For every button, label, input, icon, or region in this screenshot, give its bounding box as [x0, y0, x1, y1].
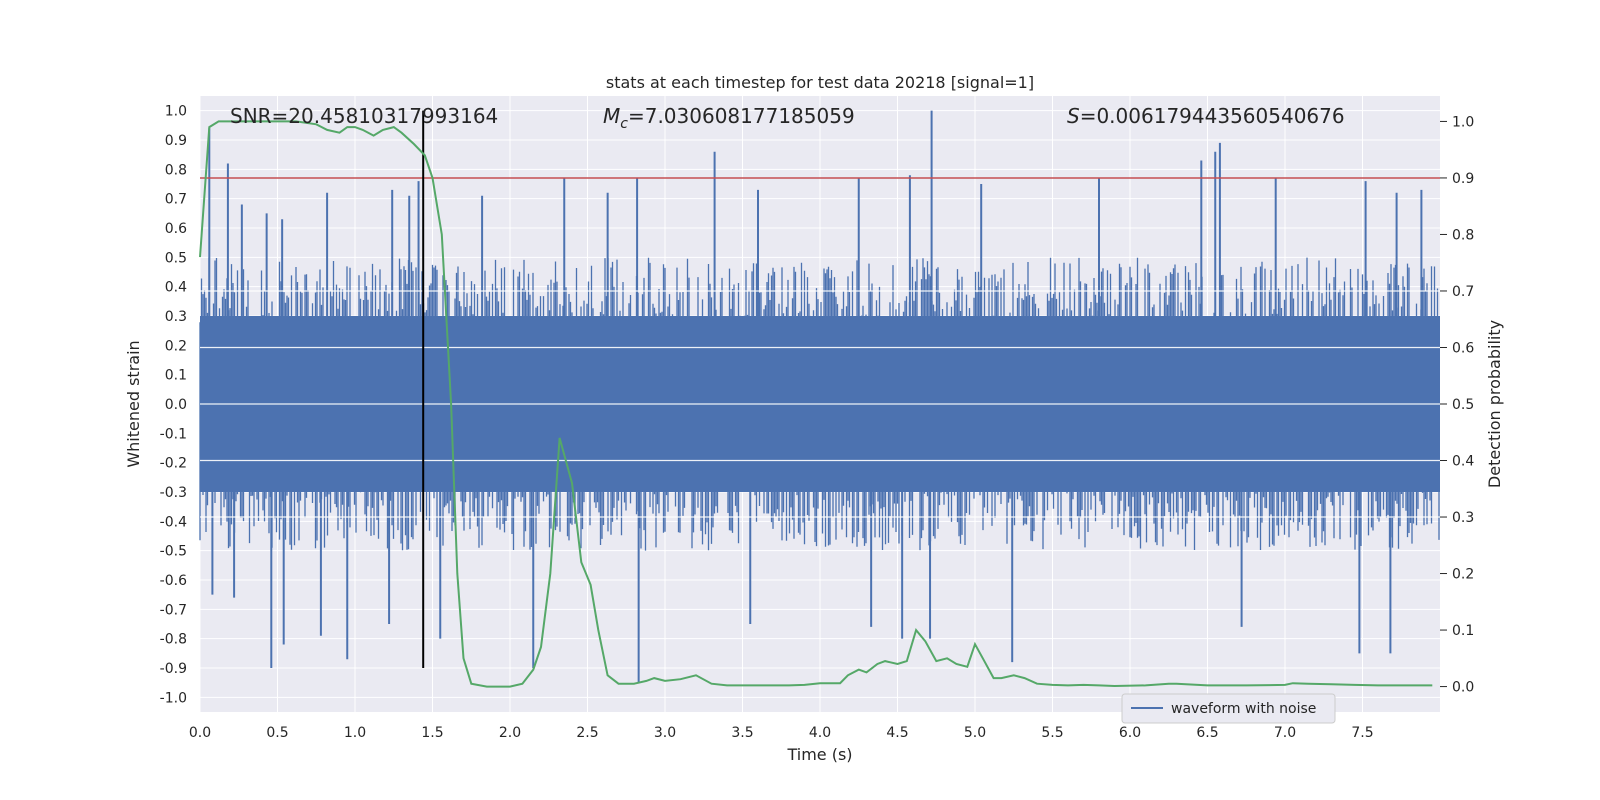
- x-tick-label: 3.5: [731, 725, 753, 741]
- x-tick-label: 2.5: [576, 725, 598, 741]
- x-tick-label: 0.5: [266, 725, 288, 741]
- y-tick-label-right: 0.2: [1452, 567, 1474, 583]
- y-tick-label-left: 0.3: [165, 309, 187, 325]
- chirp-mass-annotation: Mc=7.030608177185059: [603, 104, 855, 132]
- x-axis-label: Time (s): [786, 745, 852, 764]
- y-tick-label-left: -0.9: [160, 661, 187, 677]
- y-tick-label-right: 0.8: [1452, 227, 1474, 243]
- x-tick-label: 6.5: [1196, 725, 1218, 741]
- probability-series: [199, 120, 1433, 688]
- y-tick-label-left: -1.0: [160, 690, 187, 706]
- legend-label: waveform with noise: [1171, 701, 1316, 717]
- y-tick-label-left: 0.2: [165, 338, 187, 354]
- snr-annotation: SNR=20.45810317993164: [230, 104, 498, 128]
- y-tick-label-left: 0.8: [165, 162, 187, 178]
- y-tick-label-left: -0.6: [160, 573, 187, 589]
- y-axis-right-label: Detection probability: [1485, 320, 1504, 488]
- x-tick-label: 4.5: [886, 725, 908, 741]
- chirp-mass-value: =7.030608177185059: [628, 104, 855, 128]
- y-tick-label-right: 0.3: [1452, 510, 1474, 526]
- x-tick-label: 7.5: [1351, 725, 1373, 741]
- y-tick-label-left: 1.0: [165, 104, 187, 120]
- chart-title: stats at each timestep for test data 202…: [606, 73, 1034, 92]
- x-tick-label: 1.0: [344, 725, 366, 741]
- y-tick-label-right: 1.0: [1452, 114, 1474, 130]
- x-axis: 0.0 0.5 1.0 1.5 2.0 2.5 3.0 3.5 4.0 4.5 5.0 5.5 6.0 6…: [189, 725, 1374, 741]
- y-tick-label-right: 0.4: [1452, 454, 1474, 470]
- s-annotation: S=0.006179443560540676: [1067, 104, 1345, 128]
- y-tick-label-right: 0.0: [1452, 680, 1474, 696]
- x-tick-label: 3.0: [654, 725, 676, 741]
- y-tick-label-right: 0.1: [1452, 623, 1474, 639]
- y-tick-label-left: -0.8: [160, 632, 187, 648]
- y-tick-label-left: -0.7: [160, 602, 187, 618]
- y-tick-label-left: 0.0: [165, 397, 187, 413]
- y-tick-label-left: 0.1: [165, 368, 187, 384]
- s-symbol: S: [1067, 104, 1080, 128]
- x-tick-label: 7.0: [1274, 725, 1296, 741]
- s-value: =0.006179443560540676: [1080, 104, 1345, 128]
- chirp-mass-symbol: M: [603, 104, 620, 128]
- x-tick-label: 4.0: [809, 725, 831, 741]
- x-tick-label: 1.5: [421, 725, 443, 741]
- y-tick-label-right: 0.9: [1452, 171, 1474, 187]
- y-tick-label-right: 0.6: [1452, 340, 1474, 356]
- y-tick-label-right: 0.7: [1452, 284, 1474, 300]
- waveform-series: [199, 110, 1440, 683]
- y-axis-left-label: Whitened strain: [124, 340, 143, 467]
- legend-box: [1121, 693, 1336, 724]
- y-tick-label-left: -0.3: [160, 485, 187, 501]
- x-tick-label: 0.0: [189, 725, 211, 741]
- x-tick-label: 2.0: [499, 725, 521, 741]
- y-tick-label-left: -0.1: [160, 426, 187, 442]
- y-tick-label-left: 0.6: [165, 221, 187, 237]
- y-tick-label-left: -0.5: [160, 544, 187, 560]
- y-tick-label-left: -0.4: [160, 514, 187, 530]
- x-tick-label: 5.0: [964, 725, 986, 741]
- chirp-mass-subscript: c: [620, 116, 628, 132]
- y-tick-label-left: 0.7: [165, 192, 187, 208]
- y-tick-label-left: -0.2: [160, 456, 187, 472]
- y-tick-label-right: 0.5: [1452, 397, 1474, 413]
- y-axis-left: 1.0 0.9 0.8 0.7 0.6 0.5 0.4 0.3 0.2 0.1 0.0 -0.1 -0.…: [160, 104, 187, 707]
- y-tick-label-left: 0.4: [165, 280, 187, 296]
- y-tick-label-left: 0.9: [165, 133, 187, 149]
- legend: waveform with noise: [1121, 693, 1336, 724]
- y-axis-right: 1.0 0.9 0.8 0.7 0.6 0.5 0.4 0.3 0.2 0.1 0.0: [1440, 114, 1474, 696]
- x-tick-label: 6.0: [1119, 725, 1141, 741]
- y-tick-label-left: 0.5: [165, 250, 187, 266]
- x-tick-label: 5.5: [1041, 725, 1063, 741]
